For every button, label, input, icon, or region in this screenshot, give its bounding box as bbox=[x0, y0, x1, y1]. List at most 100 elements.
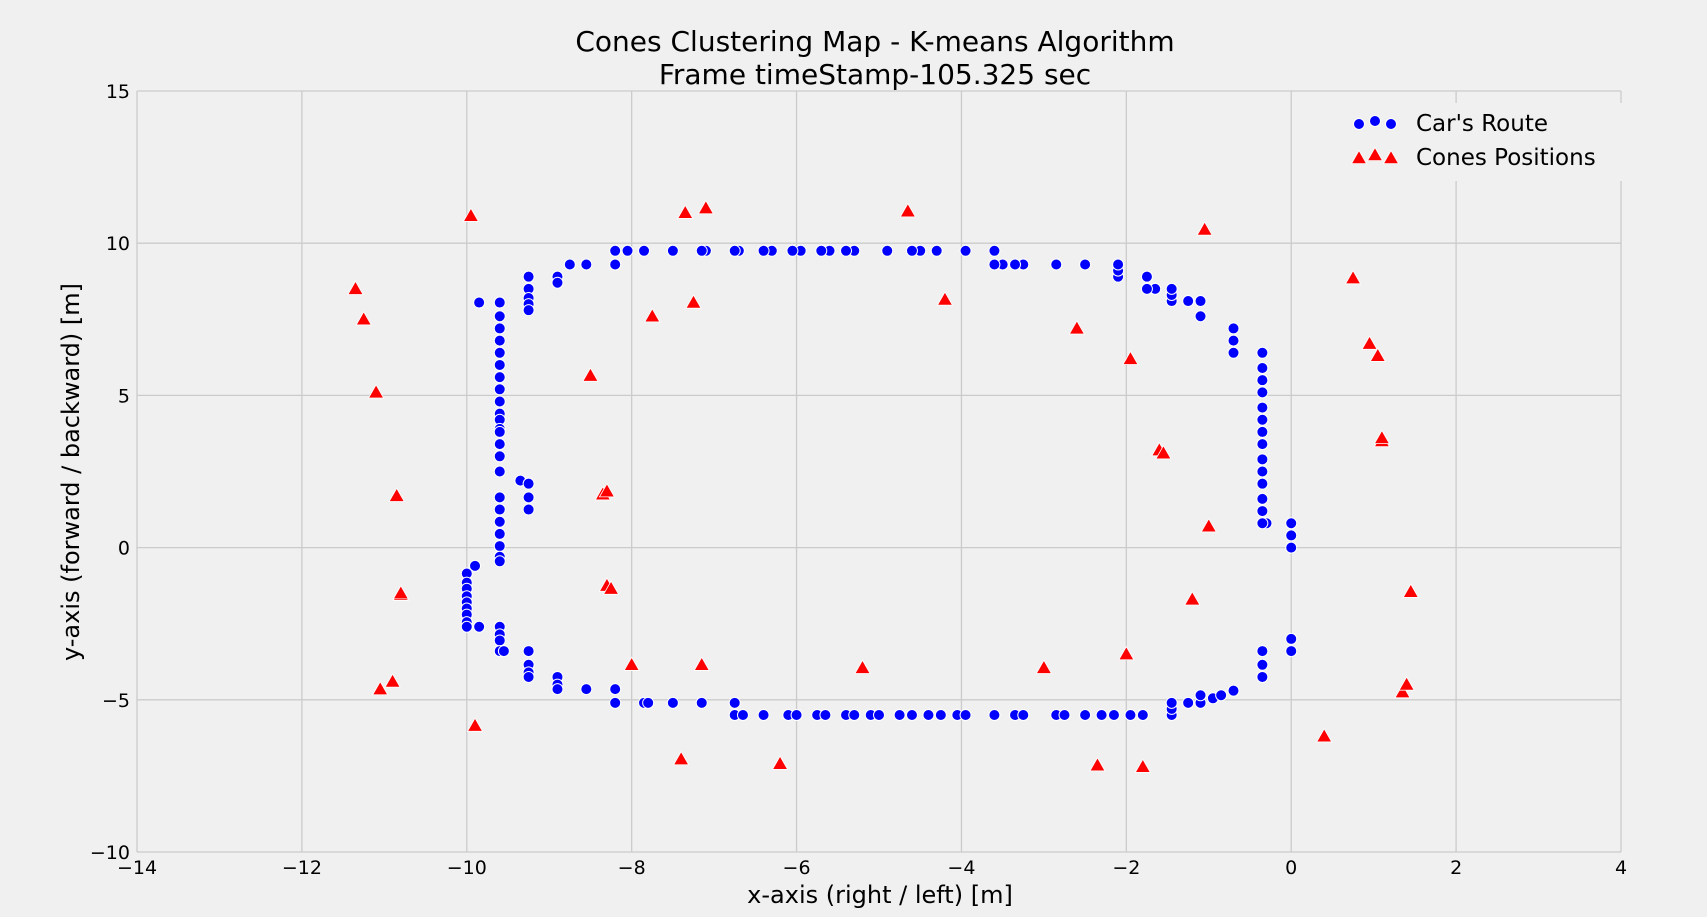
legend-cone-triangle bbox=[1382, 149, 1400, 165]
route-point bbox=[1215, 689, 1228, 702]
x-axis-label: x-axis (right / left) [m] bbox=[747, 881, 1013, 909]
route-point bbox=[873, 709, 885, 722]
cone-marker bbox=[1361, 335, 1378, 350]
cone-marker bbox=[693, 656, 710, 671]
cone-marker bbox=[372, 680, 389, 696]
cone-marker bbox=[1134, 758, 1152, 773]
route-point bbox=[1227, 322, 1240, 335]
legend-route-dot bbox=[1385, 118, 1397, 130]
y-tick-label: −5 bbox=[102, 690, 130, 712]
route-point bbox=[580, 683, 593, 696]
y-tick-label: −10 bbox=[90, 842, 130, 864]
cone-marker bbox=[1373, 429, 1391, 445]
cone-marker bbox=[582, 367, 599, 382]
route-point bbox=[1256, 425, 1269, 438]
legend-cones-label: Cones Positions bbox=[1416, 145, 1596, 171]
route-point bbox=[1079, 709, 1092, 722]
route-point bbox=[1165, 282, 1178, 295]
route-point bbox=[1256, 438, 1269, 451]
cone-marker bbox=[1089, 756, 1106, 772]
cone-marker bbox=[598, 482, 616, 498]
route-point bbox=[493, 540, 506, 553]
cone-marker bbox=[602, 580, 620, 595]
cone-marker bbox=[771, 755, 789, 770]
route-point bbox=[1079, 258, 1092, 271]
route-point bbox=[695, 244, 708, 257]
route-point bbox=[563, 258, 576, 271]
route-point bbox=[1182, 696, 1195, 709]
route-point bbox=[1256, 362, 1269, 375]
route-point bbox=[988, 258, 1001, 271]
route-point bbox=[473, 620, 486, 633]
cone-marker bbox=[899, 202, 917, 218]
route-point bbox=[666, 696, 679, 709]
route-point bbox=[1285, 517, 1298, 530]
route-point bbox=[930, 244, 943, 257]
route-point bbox=[1095, 709, 1108, 722]
route-point bbox=[1194, 689, 1207, 702]
route-point bbox=[522, 270, 535, 283]
route-point bbox=[493, 383, 506, 396]
x-tick-label: −12 bbox=[282, 857, 322, 879]
route-point bbox=[493, 346, 506, 359]
route-point bbox=[522, 645, 535, 658]
route-point bbox=[493, 358, 506, 371]
route-point bbox=[1009, 258, 1022, 271]
route-point bbox=[580, 258, 593, 271]
route-point bbox=[1112, 258, 1125, 271]
cone-marker bbox=[466, 717, 484, 732]
cone-marker bbox=[1184, 591, 1201, 606]
cone-marker bbox=[355, 310, 372, 326]
route-point bbox=[1256, 374, 1269, 387]
route-point bbox=[609, 258, 622, 271]
cone-marker bbox=[388, 487, 405, 502]
cone-marker bbox=[1196, 221, 1213, 236]
x-tick-label: −8 bbox=[618, 857, 646, 879]
route-point bbox=[1227, 346, 1240, 359]
route-point bbox=[695, 696, 708, 709]
legend-route-dot bbox=[1353, 118, 1365, 130]
route-point bbox=[493, 296, 506, 309]
route-point bbox=[934, 709, 947, 722]
cone-marker bbox=[685, 294, 702, 309]
legend-route-marker bbox=[1353, 115, 1397, 130]
route-point bbox=[922, 709, 935, 722]
route-point bbox=[1182, 295, 1195, 308]
route-point bbox=[493, 503, 506, 516]
cone-marker bbox=[1118, 645, 1135, 661]
route-point bbox=[522, 304, 535, 317]
route-point bbox=[493, 322, 506, 335]
route-point bbox=[1256, 453, 1269, 466]
cone-marker bbox=[936, 291, 954, 306]
route-point bbox=[757, 244, 770, 257]
route-point bbox=[959, 244, 972, 257]
route-point bbox=[988, 709, 1001, 722]
x-tick-label: 2 bbox=[1450, 857, 1462, 879]
route-point bbox=[881, 244, 894, 257]
route-point bbox=[1256, 386, 1269, 399]
cone-marker bbox=[672, 750, 690, 766]
legend-cones-marker bbox=[1350, 146, 1400, 165]
route-point bbox=[728, 696, 741, 709]
route-point bbox=[1140, 270, 1153, 283]
cone-marker bbox=[1316, 728, 1333, 743]
route-point bbox=[493, 371, 506, 384]
route-point bbox=[1140, 282, 1153, 295]
route-point bbox=[1256, 492, 1269, 505]
route-point bbox=[1256, 517, 1269, 530]
route-point bbox=[522, 503, 535, 516]
cone-marker bbox=[677, 204, 694, 219]
route-point bbox=[666, 244, 679, 257]
route-point bbox=[1050, 258, 1063, 271]
chart-title: Cones Clustering Map - K-means Algorithm bbox=[575, 25, 1174, 58]
y-tick-label: 0 bbox=[118, 538, 130, 560]
route-point bbox=[1256, 505, 1269, 518]
route-point bbox=[551, 276, 564, 289]
route-point bbox=[1256, 346, 1269, 359]
cone-marker bbox=[1068, 320, 1086, 335]
cone-marker bbox=[854, 659, 871, 674]
route-point bbox=[493, 491, 506, 504]
route-point bbox=[1124, 709, 1137, 722]
route-point bbox=[1285, 541, 1298, 554]
x-tick-label: −10 bbox=[447, 857, 487, 879]
